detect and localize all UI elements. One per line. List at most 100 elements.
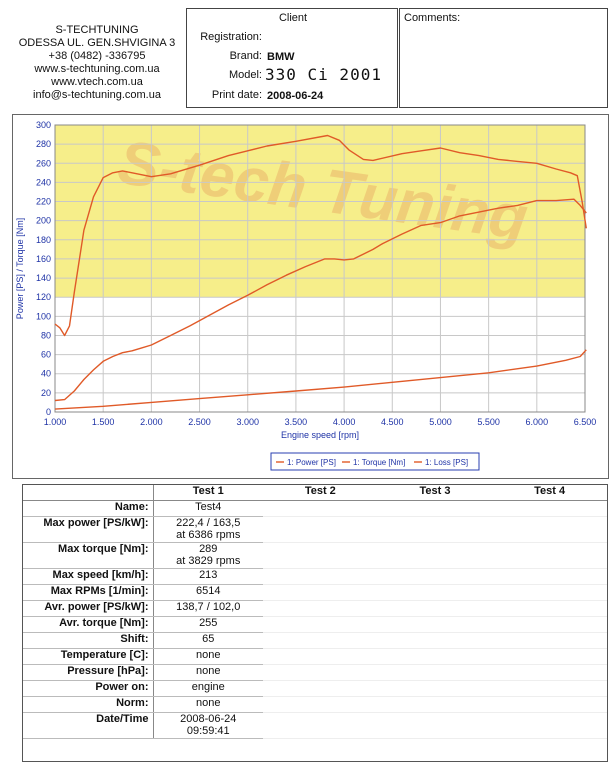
row-value-empty [263, 600, 378, 617]
row-value-empty [492, 542, 607, 569]
col-test-4: Test 4 [492, 485, 607, 501]
row-value-empty [263, 542, 378, 569]
row-label: Temperature [C]: [23, 648, 154, 665]
row-label: Power on: [23, 680, 154, 697]
results-row: Max power [PS/kW]: 222,4 / 163,5 at 6386 r… [23, 516, 607, 543]
row-value-test-1: 255 [153, 616, 263, 633]
row-value-empty [263, 648, 378, 665]
loss-curve [54, 349, 587, 410]
x-tick-label: 6.000 [526, 417, 549, 427]
row-value-line: Test4 [195, 500, 222, 513]
row-value-line: 222,4 / 163,5 [176, 516, 241, 529]
legend-entry: 1: Torque [Nm] [353, 458, 405, 467]
y-tick-label: 220 [36, 197, 51, 207]
row-value-test-1: 138,7 / 102,0 [153, 600, 263, 617]
row-label: Avr. power [PS/kW]: [23, 600, 154, 617]
y-tick-label: 240 [36, 177, 51, 187]
row-value-empty [492, 648, 607, 665]
company-phone: +38 (0482) -336795 [48, 50, 146, 62]
results-header-blank [23, 485, 154, 501]
row-value-test-1: 213 [153, 568, 263, 585]
row-value-empty [492, 516, 607, 543]
y-tick-label: 280 [36, 139, 51, 149]
company-website-1: www.s-techtuning.com.ua [34, 63, 160, 75]
row-value-line: at 3829 rpms [176, 554, 241, 567]
y-tick-label: 60 [41, 350, 51, 360]
row-value-empty [377, 516, 493, 543]
y-tick-label: 180 [36, 235, 51, 245]
y-tick-label: 100 [36, 311, 51, 321]
row-value-empty [377, 696, 493, 713]
row-value-empty [377, 712, 493, 739]
results-row: Pressure [hPa]: none [23, 664, 607, 681]
x-tick-label: 5.000 [429, 417, 452, 427]
legend-box [270, 452, 480, 471]
y-tick-label: 120 [36, 292, 51, 302]
y-tick-label: 40 [41, 369, 51, 379]
row-label: Shift: [23, 632, 154, 649]
results-row: Max speed [km/h]: 213 [23, 568, 607, 585]
y-tick-label: 160 [36, 254, 51, 264]
legend-entry: 1: Loss [PS] [425, 458, 468, 467]
row-value-empty [377, 500, 493, 517]
row-value-line: 09:59:41 [186, 724, 230, 737]
row-value-line: engine [191, 680, 225, 693]
row-value-line: none [196, 664, 221, 677]
row-label: Max torque [Nm]: [23, 542, 154, 569]
row-value-empty [263, 616, 378, 633]
row-value-empty [492, 632, 607, 649]
row-value-empty [263, 500, 378, 517]
row-value-empty [263, 712, 378, 739]
y-tick-label: 260 [36, 158, 51, 168]
results-row: Max RPMs [1/min]: 6514 [23, 584, 607, 601]
row-value-line: none [196, 696, 221, 709]
row-value-line: 65 [202, 632, 215, 645]
row-value-test-1: engine [153, 680, 263, 697]
client-info-box: Client Registration: Brand: BMW Model: 3… [186, 8, 398, 108]
comments-box: Comments: [399, 8, 608, 108]
x-tick-label: 2.500 [188, 417, 211, 427]
legend-entry: 1: Power [PS] [287, 458, 336, 467]
results-row: Temperature [C]: none [23, 648, 607, 665]
row-value-line: 289 [199, 542, 218, 555]
row-value-line: 138,7 / 102,0 [176, 600, 241, 613]
print-date-label: Print date: [211, 89, 262, 101]
row-value-empty [492, 712, 607, 739]
row-value-empty [492, 680, 607, 697]
results-row: Avr. power [PS/kW]: 138,7 / 102,0 [23, 600, 607, 617]
company-info: S-TECHTUNING ODESSA UL. GEN.SHVIGINA 3 +… [8, 24, 186, 102]
row-label: Name: [23, 500, 154, 517]
row-label: Avr. torque [Nm]: [23, 616, 154, 633]
plot-border [54, 124, 586, 413]
company-address: ODESSA UL. GEN.SHVIGINA 3 [18, 37, 176, 49]
client-heading: Client [278, 12, 308, 24]
results-row: Max torque [Nm]: 289 at 3829 rpms [23, 542, 607, 569]
results-row: Date/Time 2008-06-24 09:59:41 [23, 712, 607, 739]
results-table: Test 1 Test 2 Test 3 Test 4 Name: Test4 Ma… [23, 485, 607, 739]
row-label: Date/Time [23, 712, 154, 739]
row-value-empty [492, 616, 607, 633]
brand-value: BMW [267, 51, 295, 63]
row-value-line: 255 [199, 616, 218, 629]
row-value-line: 6514 [196, 584, 221, 597]
row-label: Max speed [km/h]: [23, 568, 154, 585]
row-value-test-1: 222,4 / 163,5 at 6386 rpms [153, 516, 263, 543]
y-tick-label: 200 [36, 216, 51, 226]
brand-label: Brand: [229, 50, 262, 62]
row-value-empty [263, 696, 378, 713]
row-value-empty [263, 584, 378, 601]
row-value-test-1: none [153, 696, 263, 713]
row-value-test-1: Test4 [153, 500, 263, 517]
results-row: Name: Test4 [23, 500, 607, 517]
y-tick-label: 20 [41, 388, 51, 398]
results-row: Shift: 65 [23, 632, 607, 649]
x-tick-label: 2.000 [140, 417, 163, 427]
row-value-empty [492, 696, 607, 713]
x-tick-label: 5.500 [477, 417, 500, 427]
row-value-test-1: none [153, 648, 263, 665]
x-tick-label: 3.000 [236, 417, 259, 427]
row-label: Max RPMs [1/min]: [23, 584, 154, 601]
y-tick-label: 300 [36, 120, 51, 130]
company-email: info@s-techtuning.com.ua [33, 89, 161, 101]
